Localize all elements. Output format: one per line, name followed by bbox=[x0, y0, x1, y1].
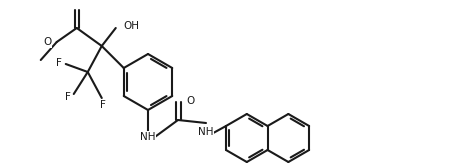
Text: F: F bbox=[100, 100, 106, 110]
Text: OH: OH bbox=[124, 21, 140, 31]
Text: F: F bbox=[65, 92, 71, 102]
Text: NH: NH bbox=[198, 127, 214, 137]
Text: F: F bbox=[56, 58, 62, 68]
Text: NH: NH bbox=[140, 132, 156, 142]
Text: O: O bbox=[43, 37, 52, 47]
Text: O: O bbox=[186, 96, 194, 106]
